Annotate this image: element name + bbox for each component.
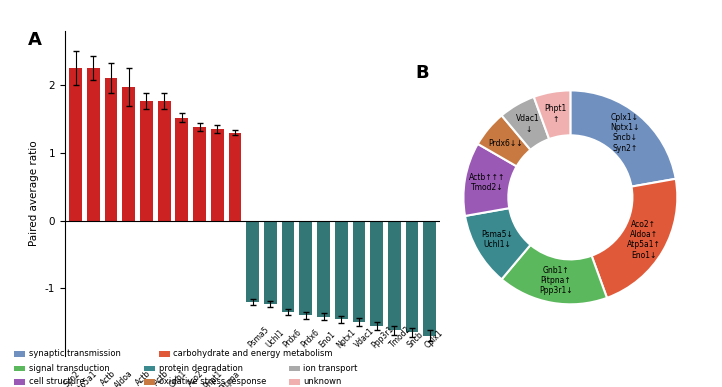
Y-axis label: Paired average ratio: Paired average ratio — [30, 141, 39, 246]
Text: Psma5: Psma5 — [246, 325, 271, 349]
Text: Prdx6: Prdx6 — [300, 328, 321, 349]
Text: Prdx6: Prdx6 — [282, 328, 303, 349]
Text: Phpt1: Phpt1 — [201, 369, 224, 387]
Text: Uchl1: Uchl1 — [264, 328, 286, 349]
Wedge shape — [502, 97, 549, 150]
Bar — [158, 101, 170, 221]
Text: ion transport: ion transport — [303, 363, 357, 373]
Bar — [246, 221, 259, 302]
Text: Syn2: Syn2 — [62, 369, 82, 387]
Text: Pitpna: Pitpna — [218, 369, 241, 387]
Text: Actb: Actb — [134, 369, 153, 387]
Bar — [193, 127, 206, 221]
Bar — [282, 221, 295, 312]
Text: Gnb1↑
Pitpna↑
Ppp3r1↓: Gnb1↑ Pitpna↑ Ppp3r1↓ — [539, 266, 573, 296]
Text: Aco2↑
Aldoa↑
Atp5a1↑
Eno1↓: Aco2↑ Aldoa↑ Atp5a1↑ Eno1↓ — [627, 219, 661, 260]
Text: Psma5↓
Uchl1↓: Psma5↓ Uchl1↓ — [482, 230, 513, 249]
Bar — [87, 68, 100, 221]
Bar — [388, 221, 401, 330]
Text: Ppp3r1: Ppp3r1 — [370, 324, 396, 349]
Bar — [352, 221, 365, 322]
Bar — [300, 221, 312, 315]
Bar — [211, 129, 224, 221]
Text: oxidative stress response: oxidative stress response — [159, 377, 266, 387]
Text: Vdac1: Vdac1 — [352, 326, 375, 349]
Text: A: A — [27, 31, 41, 49]
Bar — [229, 132, 241, 221]
Bar — [69, 68, 82, 221]
Wedge shape — [478, 115, 531, 166]
Bar — [122, 87, 135, 221]
Text: Aco2: Aco2 — [186, 369, 206, 387]
Text: Aldoa: Aldoa — [113, 369, 135, 387]
Text: carbohydrate and energy metabolism: carbohydrate and energy metabolism — [173, 349, 333, 358]
Bar — [317, 221, 330, 317]
Text: Prdx6↓↓: Prdx6↓↓ — [488, 139, 523, 147]
Wedge shape — [591, 179, 677, 298]
Text: Phpt1
↑: Phpt1 ↑ — [544, 104, 567, 124]
Wedge shape — [534, 91, 570, 139]
Text: Nptx1: Nptx1 — [335, 327, 357, 349]
Text: B: B — [415, 64, 429, 82]
Text: Actb: Actb — [99, 369, 118, 387]
Text: cell structure: cell structure — [29, 377, 84, 387]
Bar — [406, 221, 419, 332]
Text: synaptic transmission: synaptic transmission — [29, 349, 121, 358]
Text: Actb: Actb — [152, 369, 170, 387]
Text: Actb↑↑↑
Tmod2↓: Actb↑↑↑ Tmod2↓ — [469, 173, 505, 192]
Text: Tmod2: Tmod2 — [388, 325, 413, 349]
Bar — [140, 101, 153, 221]
Bar — [105, 78, 118, 221]
Text: Gnb1: Gnb1 — [168, 369, 188, 387]
Text: signal transduction: signal transduction — [29, 363, 110, 373]
Circle shape — [508, 135, 632, 259]
Text: Eno1: Eno1 — [317, 330, 337, 349]
Wedge shape — [465, 208, 531, 279]
Wedge shape — [502, 245, 607, 304]
Text: protein degradation: protein degradation — [159, 363, 243, 373]
Text: unknown: unknown — [303, 377, 342, 387]
Bar — [175, 118, 188, 221]
Text: Sncb: Sncb — [406, 330, 425, 349]
Text: Cplx1↓
Nptx1↓
Sncb↓
Syn2↑: Cplx1↓ Nptx1↓ Sncb↓ Syn2↑ — [610, 113, 640, 153]
Text: Vdac1
↓: Vdac1 ↓ — [516, 115, 540, 134]
Bar — [370, 221, 383, 325]
Wedge shape — [464, 144, 517, 216]
Text: Cplx1: Cplx1 — [423, 328, 445, 349]
Bar — [423, 221, 436, 336]
Bar — [264, 221, 277, 304]
Bar — [335, 221, 347, 320]
Wedge shape — [570, 91, 676, 187]
Text: Atp5a1: Atp5a1 — [74, 369, 100, 387]
